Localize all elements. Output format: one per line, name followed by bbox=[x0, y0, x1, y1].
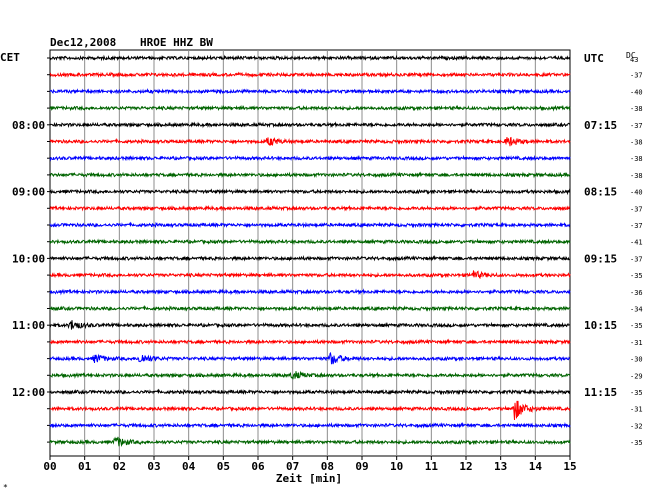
dc-offset-label: -40 bbox=[630, 88, 643, 96]
trace-row bbox=[49, 270, 571, 280]
trace-row bbox=[49, 351, 571, 365]
x-tick-label: 03 bbox=[147, 460, 160, 473]
dc-offset-label: -32 bbox=[630, 422, 643, 430]
utc-time-label: 11:15 bbox=[584, 386, 617, 399]
footer-mark: * bbox=[3, 483, 8, 492]
dc-offset-label: -35 bbox=[630, 389, 643, 397]
x-tick-label: 05 bbox=[217, 460, 230, 473]
dc-offset-label: -35 bbox=[630, 439, 643, 447]
cet-time-label: 08:00 bbox=[12, 119, 45, 132]
trace-row bbox=[49, 104, 571, 112]
trace-row bbox=[49, 136, 571, 147]
trace-row bbox=[49, 338, 571, 346]
trace-row bbox=[49, 221, 571, 229]
trace-row bbox=[49, 254, 571, 262]
trace-row bbox=[49, 388, 571, 396]
dc-offset-label: -30 bbox=[630, 356, 643, 364]
dc-header: DC bbox=[626, 51, 636, 60]
dc-offset-label: -31 bbox=[630, 339, 643, 347]
x-tick-label: 06 bbox=[251, 460, 265, 473]
dc-offset-label: -37 bbox=[630, 205, 643, 213]
dc-offset-label: -37 bbox=[630, 222, 643, 230]
utc-time-label: 09:15 bbox=[584, 252, 617, 265]
x-tick-label: 10 bbox=[390, 460, 403, 473]
x-tick-label: 01 bbox=[78, 460, 92, 473]
dc-offset-label: -35 bbox=[630, 272, 643, 280]
trace-row bbox=[49, 421, 571, 429]
station-label: HROE HHZ BW bbox=[140, 36, 213, 49]
x-tick-label: 09 bbox=[355, 460, 368, 473]
dc-offset-label: -29 bbox=[630, 372, 643, 380]
trace-row bbox=[49, 121, 571, 129]
trace-row bbox=[49, 204, 571, 212]
cet-time-label: 09:00 bbox=[12, 186, 45, 199]
x-tick-label: 13 bbox=[494, 460, 507, 473]
cet-time-label: 12:00 bbox=[12, 386, 45, 399]
dc-offset-label: -40 bbox=[630, 189, 643, 197]
dc-offset-label: -37 bbox=[630, 72, 643, 80]
dc-offset-label: -38 bbox=[630, 139, 643, 147]
dc-offset-label: -38 bbox=[630, 172, 643, 180]
x-tick-label: 12 bbox=[459, 460, 472, 473]
utc-time-label: 08:15 bbox=[584, 186, 617, 199]
trace-row bbox=[49, 171, 571, 179]
x-tick-label: 00 bbox=[43, 460, 56, 473]
trace-row bbox=[49, 305, 571, 312]
trace-row bbox=[49, 238, 571, 246]
cet-time-label: 10:00 bbox=[12, 252, 45, 265]
dc-offset-label: -38 bbox=[630, 105, 643, 113]
dc-offset-label: -35 bbox=[630, 322, 643, 330]
trace-row bbox=[49, 288, 571, 296]
plot-frame bbox=[49, 49, 571, 457]
cet-header: CET bbox=[0, 51, 20, 64]
trace-row bbox=[49, 188, 571, 196]
chart-title: Dec12,2008 bbox=[50, 36, 116, 49]
labels-layer: 00 01 02 03 04 05 06 07 08 09 10 11 12 13 14 15 43 -37 -40… bbox=[12, 52, 643, 473]
cet-time-label: 11:00 bbox=[12, 319, 45, 332]
trace-row bbox=[49, 320, 571, 330]
dc-offset-label: -31 bbox=[630, 406, 643, 414]
trace-row bbox=[49, 400, 571, 420]
x-tick-label: 15 bbox=[563, 460, 576, 473]
x-tick-label: 11 bbox=[425, 460, 439, 473]
trace-row bbox=[49, 54, 571, 62]
utc-time-label: UTC bbox=[584, 52, 604, 65]
dc-offset-label: -41 bbox=[630, 239, 643, 247]
x-tick-label: 07 bbox=[286, 460, 299, 473]
dc-offset-label: -37 bbox=[630, 255, 643, 263]
dc-offset-label: -38 bbox=[630, 155, 643, 163]
dc-offset-label: 43 bbox=[630, 56, 638, 64]
x-axis-label: Zeit [min] bbox=[276, 472, 342, 485]
trace-row bbox=[49, 370, 571, 380]
traces-layer bbox=[49, 54, 571, 447]
x-tick-label: 08 bbox=[321, 460, 334, 473]
dc-offset-label: -36 bbox=[630, 289, 643, 297]
trace-row bbox=[49, 154, 571, 162]
utc-time-label: 10:15 bbox=[584, 319, 617, 332]
dc-offset-label: -34 bbox=[630, 306, 643, 314]
utc-time-label: 07:15 bbox=[584, 119, 617, 132]
trace-row bbox=[49, 71, 571, 79]
grid-layer bbox=[47, 49, 571, 460]
trace-row bbox=[49, 436, 571, 447]
x-tick-label: 14 bbox=[529, 460, 543, 473]
x-tick-label: 02 bbox=[113, 460, 126, 473]
dc-offset-label: -37 bbox=[630, 122, 643, 130]
x-tick-label: 04 bbox=[182, 460, 196, 473]
trace-row bbox=[49, 87, 571, 95]
